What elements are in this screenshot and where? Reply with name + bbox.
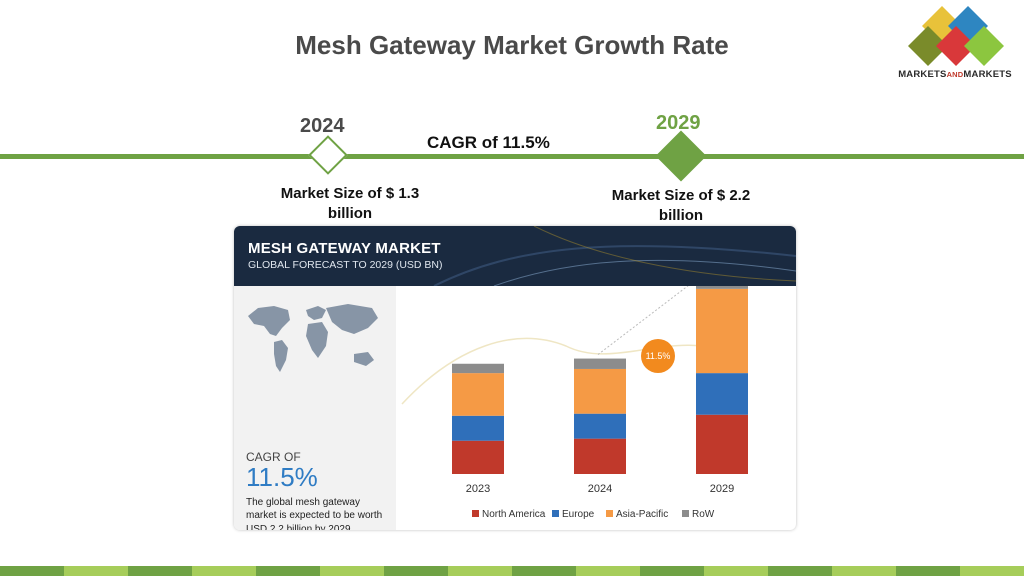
year-start: 2024 (300, 115, 345, 137)
footer-segment (128, 566, 192, 576)
card-header: MESH GATEWAY MARKET GLOBAL FORECAST TO 2… (234, 226, 796, 286)
timeline-line (0, 154, 1024, 159)
world-map-icon (248, 304, 378, 372)
legend-label: Asia-Pacific (616, 509, 668, 520)
summary-panel: CAGR OF 11.5% The global mesh gateway ma… (234, 286, 396, 530)
bar-2023-europe (452, 415, 504, 441)
footer-segment (448, 566, 512, 576)
bar-2023-row (452, 363, 504, 374)
footer-segment (64, 566, 128, 576)
brand-logo: MARKETSANDMARKETS (886, 0, 1024, 90)
market-description: The global mesh gateway market is expect… (246, 497, 383, 530)
cagr-value: 11.5% (246, 462, 318, 492)
legend-label: RoW (692, 509, 715, 520)
timeline-marker-start (308, 135, 348, 175)
infographic-card: MESH GATEWAY MARKET GLOBAL FORECAST TO 2… (234, 226, 796, 530)
legend-label: Europe (562, 509, 595, 520)
bar-2024-north-america (574, 438, 626, 474)
footer-stripe (0, 566, 1024, 576)
footer-segment (384, 566, 448, 576)
header-light-streaks (433, 226, 796, 286)
cagr-badge (641, 339, 675, 373)
footer-segment (704, 566, 768, 576)
legend-label: North America (482, 509, 546, 520)
cagr-label: CAGR OF (246, 450, 301, 464)
legend-swatch (606, 510, 613, 517)
timeline-marker-end (655, 130, 707, 182)
year-end: 2029 (656, 112, 701, 134)
card-subtitle: GLOBAL FORECAST TO 2029 (USD BN) (248, 259, 443, 271)
cagr-headline: CAGR of 11.5% (427, 133, 550, 152)
legend-swatch (472, 510, 479, 517)
footer-segment (768, 566, 832, 576)
logo-diamonds-icon (908, 6, 1004, 66)
bar-2024-europe (574, 413, 626, 439)
bar-2023-asia-pacific (452, 373, 504, 416)
footer-segment (960, 566, 1024, 576)
footer-segment (896, 566, 960, 576)
legend-swatch (682, 510, 689, 517)
stacked-bar-chart: 2023 2024 2029 North America Europe Asia-Pac… (401, 286, 748, 520)
bar-2024-row (574, 358, 626, 369)
bar-2029-asia-pacific (696, 288, 748, 374)
x-tick-label: 2029 (710, 483, 734, 495)
logo-wordmark: MARKETSANDMARKETS (898, 69, 1012, 80)
x-tick-label: 2023 (466, 483, 490, 495)
market-size-end: Market Size of $ 2.2 billion (611, 187, 751, 224)
x-tick-label: 2024 (588, 483, 612, 495)
footer-segment (0, 566, 64, 576)
card-title: MESH GATEWAY MARKET (248, 240, 441, 257)
slide-title: Mesh Gateway Market Growth Rate (295, 30, 729, 60)
cagr-badge-label: 11.5% (646, 351, 671, 361)
footer-segment (192, 566, 256, 576)
decorative-curve (401, 337, 737, 405)
footer-segment (832, 566, 896, 576)
bar-2029-north-america (696, 414, 748, 474)
bar-2029-europe (696, 373, 748, 415)
market-size-start: Market Size of $ 1.3 billion (280, 185, 420, 222)
growth-line (597, 286, 689, 355)
bar-2029-row (696, 286, 748, 289)
bar-2023-north-america (452, 440, 504, 474)
footer-segment (256, 566, 320, 576)
footer-segment (576, 566, 640, 576)
footer-segment (640, 566, 704, 576)
bar-2024-asia-pacific (574, 368, 626, 414)
legend-swatch (552, 510, 559, 517)
footer-segment (512, 566, 576, 576)
footer-segment (320, 566, 384, 576)
